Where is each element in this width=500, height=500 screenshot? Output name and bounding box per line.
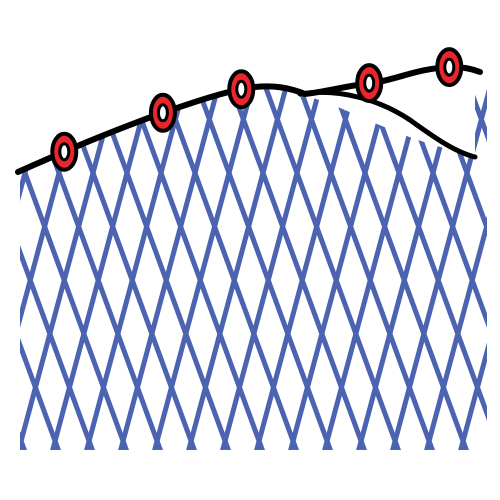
lower-rope	[297, 89, 478, 160]
mesh-strand-b	[317, 70, 473, 450]
mesh-strand-b	[20, 70, 31, 450]
float-icon	[50, 131, 79, 172]
mesh-strand-a	[20, 70, 95, 450]
mesh-strand-b	[20, 70, 65, 450]
float-icon	[355, 63, 384, 104]
mesh-strand-b	[20, 70, 133, 450]
mesh-strand-a	[20, 70, 61, 450]
mesh-strand-a	[455, 70, 487, 450]
mesh-strand-b	[215, 70, 371, 450]
mesh-strand-b	[453, 70, 487, 450]
mesh-strand-b	[283, 70, 439, 450]
mesh-strand-a	[421, 70, 487, 450]
float-icon	[435, 47, 464, 88]
mesh-strand-b	[20, 70, 99, 450]
net-mesh	[20, 50, 500, 460]
float-icon	[148, 92, 177, 133]
mesh-strand-a	[492, 50, 500, 460]
mesh-strand-b	[249, 70, 405, 450]
mesh-strand-b	[181, 70, 337, 450]
floats-group	[50, 47, 464, 172]
float-icon	[227, 69, 256, 110]
